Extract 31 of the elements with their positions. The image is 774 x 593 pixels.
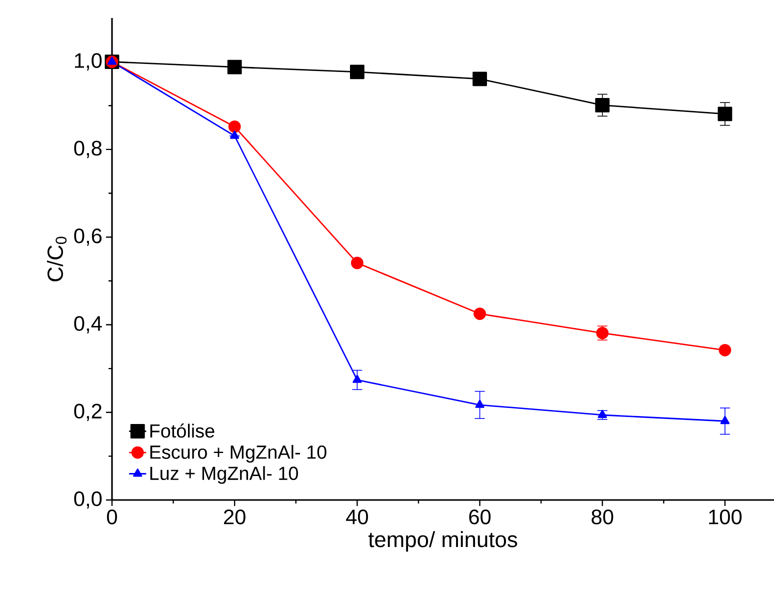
point (720, 416, 730, 424)
legend-label: Luz + MgZnAl- 10 (150, 466, 298, 484)
point (475, 400, 484, 408)
point (718, 106, 732, 122)
point (472, 72, 487, 86)
point (350, 256, 364, 270)
point (718, 344, 732, 356)
y-tick-label: 0,8 (74, 140, 102, 158)
x-tick-label: 40 (346, 510, 368, 524)
point (107, 56, 117, 65)
point (352, 374, 362, 383)
y-axis-title: C/C$_{0}$ (46, 236, 67, 282)
point (474, 308, 486, 320)
y-tick-label: 0,6 (74, 228, 102, 246)
y-tick-label: 0,0 (74, 491, 102, 509)
x-tick-label: 80 (592, 510, 614, 524)
point (230, 130, 240, 139)
x-tick-label: 20 (224, 510, 246, 524)
y-tick-label: 0,4 (74, 316, 102, 334)
point (227, 60, 242, 74)
x-tick-label: 60 (469, 510, 491, 524)
point (350, 64, 364, 80)
x-tick-label: 0 (106, 510, 117, 524)
point (595, 98, 610, 112)
legend-label: Fotólise (150, 424, 214, 438)
legend-label: Escuro + MgZnAl- 10 (150, 444, 326, 463)
y-tick-label: 1,0 (74, 53, 102, 70)
x-axis-title: tempo/ minutos (368, 531, 518, 552)
point (228, 120, 241, 133)
y-tick-label: 0,2 (74, 404, 102, 421)
x-tick-label: 100 (709, 510, 742, 524)
